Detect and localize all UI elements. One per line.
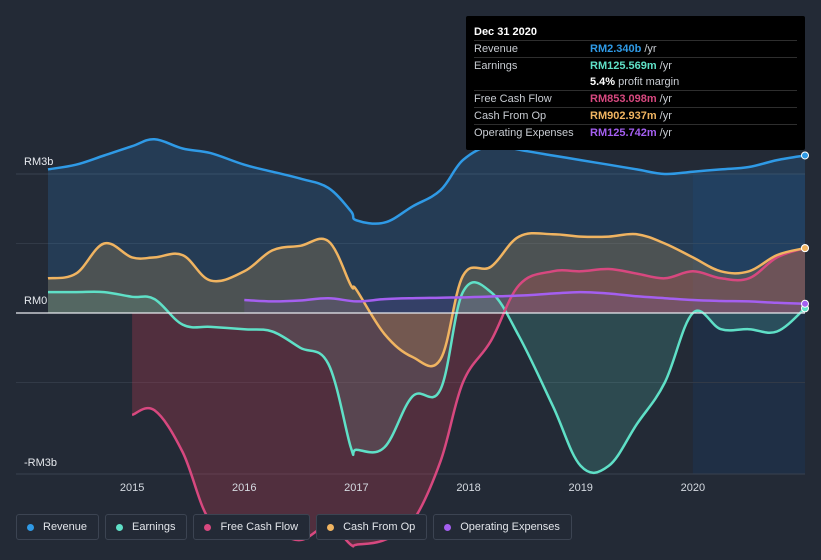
y-axis-labels: RM3b RM0 -RM3b bbox=[24, 156, 57, 469]
operating-expenses-line bbox=[244, 290, 806, 305]
tooltip-rows: Revenue RM2.340b/yr Earnings RM125.569m/yr 5… bbox=[474, 40, 797, 141]
free-cash-flow-area bbox=[132, 248, 806, 547]
tooltip-date: Dec 31 2020 bbox=[474, 26, 537, 38]
tooltip-row-value: RM902.937m bbox=[590, 110, 657, 122]
legend-label: Cash From Op bbox=[343, 521, 416, 533]
operating-expenses-endpoint bbox=[801, 299, 809, 308]
tooltip-row-unit: /yr bbox=[659, 110, 672, 122]
tooltip-row-unit: /yr bbox=[659, 93, 672, 105]
tooltip-row-label: Revenue bbox=[474, 43, 519, 55]
legend-item-earnings[interactable]: Earnings bbox=[105, 514, 188, 540]
cash-from-op-endpoint bbox=[801, 244, 809, 253]
legend-dot-icon bbox=[116, 523, 124, 531]
x-tick-label: 2019 bbox=[568, 482, 592, 494]
tooltip-row-value: 5.4% bbox=[590, 76, 616, 88]
tooltip-row-label: Earnings bbox=[474, 60, 518, 72]
y-tick-label: RM0 bbox=[24, 295, 47, 307]
legend-item-cash-from-op[interactable]: Cash From Op bbox=[316, 514, 428, 540]
tooltip-row-value: RM125.742m bbox=[590, 127, 657, 139]
x-tick-label: 2020 bbox=[681, 482, 705, 494]
legend-item-free-cash-flow[interactable]: Free Cash Flow bbox=[193, 514, 311, 540]
tooltip-row-value: RM125.569m bbox=[590, 60, 657, 72]
tooltip-row-label: Free Cash Flow bbox=[474, 93, 552, 105]
tooltip-row: Revenue RM2.340b/yr bbox=[474, 40, 797, 57]
tooltip-row: Earnings RM125.569m/yr bbox=[474, 57, 797, 74]
x-axis-ticks: 2015 2016 2017 2018 2019 2020 bbox=[120, 482, 705, 494]
revenue-line bbox=[47, 138, 806, 225]
tooltip-row: Cash From Op RM902.937m/yr bbox=[474, 107, 797, 124]
legend-item-operating-expenses[interactable]: Operating Expenses bbox=[433, 514, 572, 540]
x-tick-label: 2016 bbox=[232, 482, 256, 494]
tooltip-row-label: Cash From Op bbox=[474, 110, 547, 122]
legend-dot-icon bbox=[204, 523, 212, 531]
cash-from-op-area bbox=[48, 233, 805, 367]
series-endpoints bbox=[801, 151, 809, 313]
legend-dot-icon bbox=[327, 523, 335, 531]
operating-expenses-area bbox=[244, 292, 806, 313]
x-tick-label: 2017 bbox=[344, 482, 368, 494]
x-tick-label: 2018 bbox=[456, 482, 480, 494]
legend-label: Operating Expenses bbox=[460, 521, 560, 533]
tooltip-row: Operating Expenses RM125.742m/yr bbox=[474, 124, 797, 141]
legend-label: Free Cash Flow bbox=[220, 521, 299, 533]
legend-dot-icon bbox=[444, 523, 452, 531]
legend-label: Earnings bbox=[132, 521, 176, 533]
highlight-band bbox=[692, 174, 805, 474]
earnings-line bbox=[48, 281, 806, 475]
legend-label: Revenue bbox=[43, 521, 88, 533]
tooltip-row-unit: profit margin bbox=[618, 76, 680, 88]
tooltip-row-unit: /yr bbox=[659, 60, 672, 72]
tooltip-row-value: RM2.340b bbox=[590, 43, 642, 55]
x-tick-label: 2015 bbox=[120, 482, 144, 494]
legend-dot-icon bbox=[27, 523, 34, 531]
y-tick-label: -RM3b bbox=[24, 457, 57, 469]
tooltip-row-label: Operating Expenses bbox=[474, 127, 574, 139]
revenue-endpoint bbox=[801, 151, 809, 160]
cash-from-op-line bbox=[47, 231, 806, 368]
tooltip-row-value: RM853.098m bbox=[590, 93, 657, 105]
earnings-area bbox=[48, 282, 805, 473]
tooltip-row: 5.4% profit margin bbox=[474, 74, 797, 90]
legend: Revenue Earnings Free Cash Flow Cash From O… bbox=[16, 514, 572, 540]
legend-item-revenue[interactable]: Revenue bbox=[16, 514, 100, 540]
tooltip: Dec 31 2020 Revenue RM2.340b/yr Earnings RM… bbox=[466, 16, 805, 150]
tooltip-row-label bbox=[474, 74, 590, 90]
tooltip-row: Free Cash Flow RM853.098m/yr bbox=[474, 90, 797, 107]
y-tick-label: RM3b bbox=[24, 156, 53, 168]
tooltip-row-unit: /yr bbox=[659, 127, 672, 139]
tooltip-row-unit: /yr bbox=[644, 43, 657, 55]
